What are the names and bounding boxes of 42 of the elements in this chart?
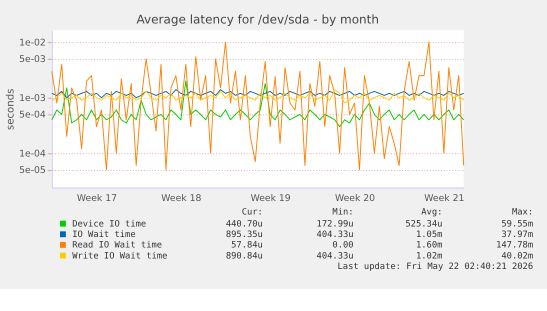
y-axis-title: seconds	[6, 88, 17, 130]
text: 525.34u	[405, 219, 442, 230]
text: 895.35u	[226, 230, 263, 240]
legend-label: Read IO Wait time	[72, 240, 162, 251]
text: 404.33u	[316, 230, 354, 240]
text: Last update: Fri May 22 02:40:21 2026	[337, 262, 534, 272]
text: 0.00	[332, 240, 354, 251]
x-tick-label: Week 20	[334, 192, 376, 204]
text: Min:	[332, 207, 354, 218]
text: Max:	[512, 207, 534, 218]
text: 440.70u	[226, 219, 263, 230]
legend-label: Device IO time	[72, 219, 146, 230]
legend-label: IO Wait time	[72, 230, 136, 240]
y-tick-label: 5e-03	[19, 54, 46, 66]
text: 1.60m	[416, 240, 442, 251]
y-tick-label: 5e-05	[19, 165, 46, 176]
line-series	[51, 89, 464, 104]
x-tick-label: Week 21	[424, 192, 464, 204]
text: 1.05m	[416, 230, 442, 240]
x-tick-label: Week 19	[250, 192, 291, 204]
text: 59.55m	[501, 219, 534, 230]
line-series	[51, 89, 464, 98]
x-tick-label: Week 17	[76, 192, 118, 204]
x-tick-label: Week 18	[161, 192, 202, 204]
y-tick-label: 1e-03	[19, 92, 46, 104]
text: 890.84u	[226, 251, 263, 262]
y-tick-label: 5e-04	[19, 110, 46, 121]
text: Avg:	[421, 207, 442, 218]
text: 147.78m	[496, 240, 534, 251]
text: 40.02m	[501, 251, 534, 262]
text: 172.99u	[316, 219, 354, 230]
text: 404.33u	[316, 251, 354, 262]
legend-label: Write IO Wait time	[72, 251, 168, 262]
text: 1.02m	[416, 251, 442, 262]
line-series	[51, 42, 464, 170]
text: Cur:	[242, 207, 263, 218]
y-tick-label: 1e-02	[19, 37, 46, 48]
text: 37.97m	[501, 230, 534, 240]
chart-title: Average latency for /dev/sda - by month	[136, 12, 379, 27]
text: 57.84u	[231, 240, 263, 251]
line-series	[51, 80, 464, 128]
y-tick-label: 1e-04	[19, 148, 46, 160]
